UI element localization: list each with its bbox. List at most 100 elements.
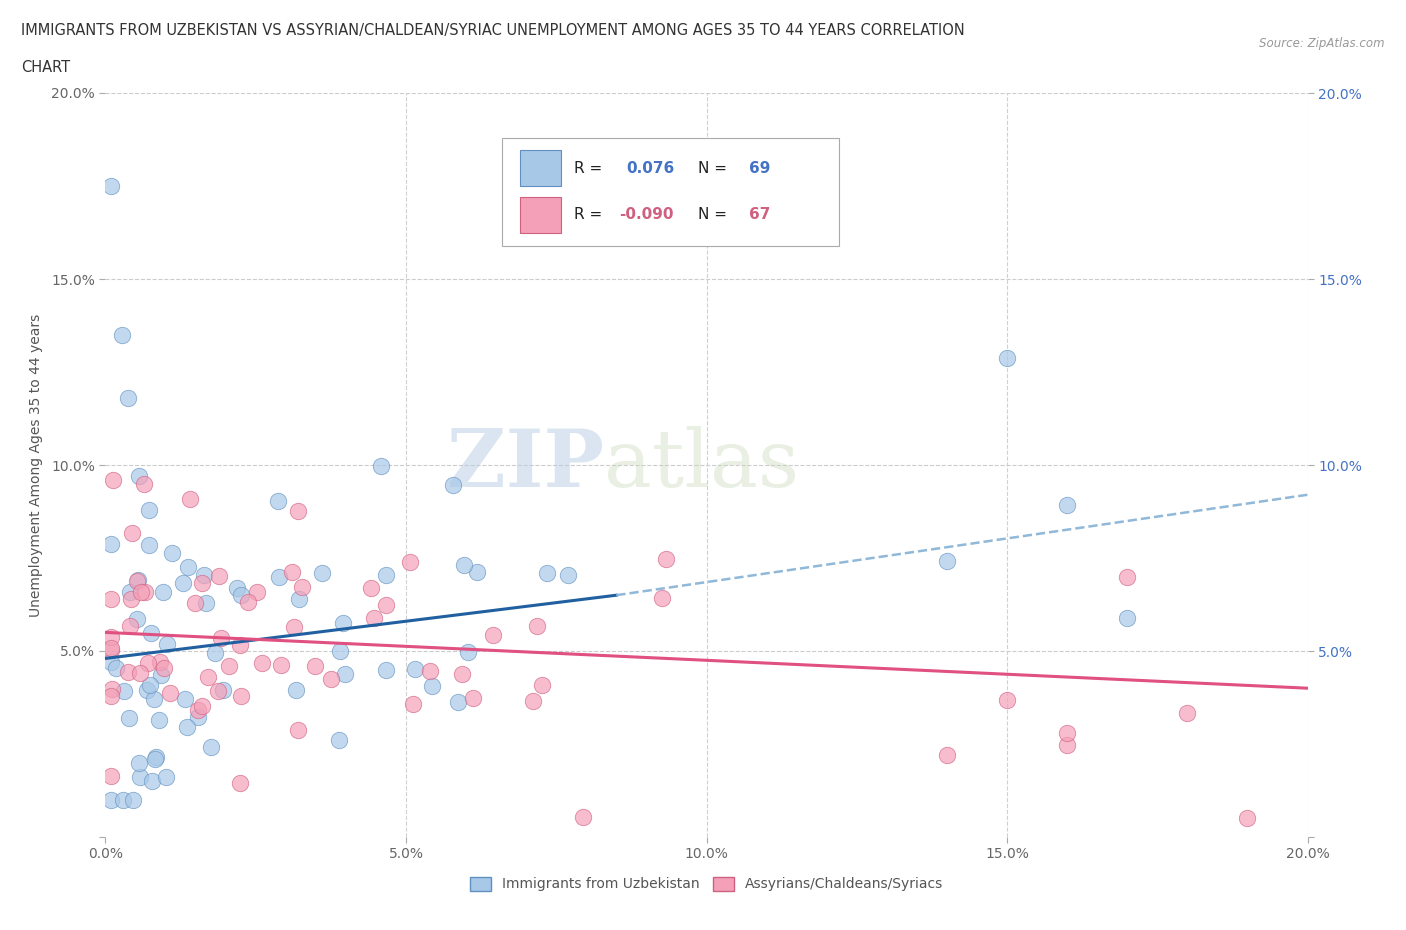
Text: 0.076: 0.076 (626, 161, 675, 176)
Point (281, 565, 304, 580)
Point (404, 661, 426, 676)
Point (104, 660, 127, 675)
Point (118, 585, 141, 600)
Point (141, 774, 163, 789)
Point (118, 711, 141, 725)
Point (128, 756, 150, 771)
Point (530, 677, 553, 692)
Point (127, 574, 149, 589)
Point (117, 391, 139, 405)
Point (100, 630, 122, 644)
Point (287, 591, 309, 606)
Text: R =: R = (574, 207, 607, 222)
Point (136, 656, 159, 671)
Point (197, 670, 219, 684)
Point (150, 667, 173, 682)
FancyBboxPatch shape (520, 150, 561, 186)
Point (207, 684, 229, 698)
Point (319, 671, 342, 686)
Point (245, 584, 267, 599)
Point (111, 327, 134, 342)
Point (441, 477, 464, 492)
Point (177, 559, 200, 574)
Point (152, 585, 174, 600)
Point (1116, 611, 1139, 626)
Point (419, 664, 441, 679)
Point (174, 691, 197, 706)
Point (363, 611, 385, 626)
Point (557, 567, 579, 582)
Point (193, 567, 215, 582)
Point (134, 585, 156, 600)
Point (100, 643, 122, 658)
Point (1056, 498, 1078, 512)
Point (129, 769, 152, 784)
Point (209, 631, 232, 645)
Point (225, 580, 247, 595)
Point (328, 732, 350, 747)
Point (128, 468, 150, 483)
Point (111, 792, 134, 807)
Point (139, 626, 162, 641)
Point (191, 698, 214, 713)
Point (121, 525, 143, 540)
Point (100, 655, 122, 670)
Point (139, 677, 162, 692)
Point (179, 491, 201, 506)
Point (100, 537, 122, 551)
Point (191, 576, 214, 591)
Point (129, 666, 152, 681)
Point (229, 688, 252, 703)
Point (138, 502, 160, 517)
Point (100, 591, 122, 606)
Point (360, 580, 382, 595)
Point (1175, 706, 1198, 721)
Point (267, 494, 290, 509)
Point (481, 628, 503, 643)
Point (451, 667, 474, 682)
Point (143, 692, 166, 707)
Point (145, 750, 167, 764)
Y-axis label: Unemployment Among Ages 35 to 44 years: Unemployment Among Ages 35 to 44 years (30, 313, 42, 617)
Point (398, 554, 420, 569)
Point (218, 658, 240, 673)
Point (329, 644, 352, 658)
FancyBboxPatch shape (520, 197, 561, 233)
Point (655, 552, 678, 567)
Point (229, 776, 252, 790)
Point (333, 667, 356, 682)
Point (200, 739, 222, 754)
Point (270, 658, 292, 672)
Point (160, 545, 183, 560)
Text: N =: N = (699, 207, 733, 222)
Point (267, 569, 290, 584)
Point (252, 656, 274, 671)
Text: 67: 67 (748, 207, 770, 222)
Point (149, 655, 172, 670)
Legend: Immigrants from Uzbekistan, Assyrians/Chaldeans/Syriacs: Immigrants from Uzbekistan, Assyrians/Ch… (464, 871, 949, 897)
Point (284, 683, 307, 698)
Point (100, 792, 122, 807)
Point (125, 612, 148, 627)
Point (117, 664, 139, 679)
Point (453, 557, 475, 572)
Point (212, 683, 235, 698)
Point (311, 565, 333, 580)
Point (118, 618, 141, 633)
Point (100, 179, 122, 193)
Point (375, 567, 398, 582)
Point (229, 637, 252, 652)
Point (187, 710, 209, 724)
Point (447, 694, 470, 709)
Point (129, 585, 152, 600)
Point (287, 722, 309, 737)
Point (132, 477, 155, 492)
Point (236, 594, 259, 609)
Point (1236, 811, 1258, 826)
Point (138, 538, 160, 552)
Point (936, 553, 959, 568)
Point (204, 645, 226, 660)
Point (148, 712, 170, 727)
Text: IMMIGRANTS FROM UZBEKISTAN VS ASSYRIAN/CHALDEAN/SYRIAC UNEMPLOYMENT AMONG AGES 3: IMMIGRANTS FROM UZBEKISTAN VS ASSYRIAN/C… (21, 23, 965, 38)
Point (402, 697, 425, 711)
